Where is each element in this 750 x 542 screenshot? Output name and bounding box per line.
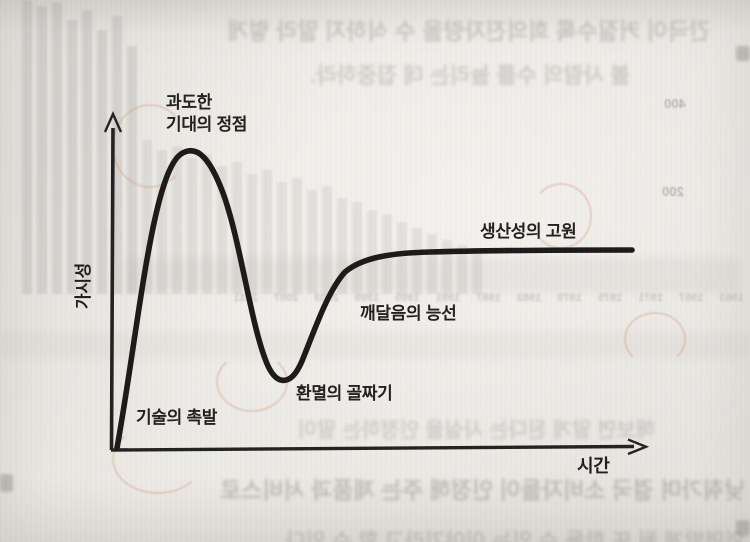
page-edge-mark bbox=[736, 520, 750, 536]
bleedthrough-bar bbox=[22, 0, 32, 294]
bleedthrough-bar bbox=[337, 198, 347, 294]
hype-cycle-curve bbox=[114, 148, 635, 451]
bleedthrough-bar bbox=[457, 245, 467, 294]
y-axis bbox=[109, 127, 115, 451]
bleedthrough-bar bbox=[217, 166, 227, 294]
bleedthrough-bar bbox=[112, 16, 122, 294]
bleedthrough-bar bbox=[292, 178, 302, 294]
bleedthrough-bar bbox=[37, 6, 47, 294]
bleedthrough-bar bbox=[82, 10, 92, 294]
bleedthrough-bar bbox=[202, 154, 212, 294]
y-axis-arrowhead-icon bbox=[103, 111, 123, 133]
bleedthrough-bar bbox=[397, 222, 407, 294]
bleedthrough-bar bbox=[127, 46, 137, 294]
bleedthrough-bar bbox=[187, 158, 197, 294]
bleedthrough-bar bbox=[247, 174, 257, 294]
x-axis bbox=[110, 444, 635, 452]
bleedthrough-bar bbox=[427, 234, 437, 294]
bleedthrough-bar bbox=[352, 202, 362, 294]
bleedthrough-bar bbox=[52, 2, 62, 294]
label-peak-of-expectations: 과도한 기대의 정점 bbox=[166, 92, 247, 136]
bleedthrough-bar bbox=[442, 240, 452, 294]
bleedthrough-bar bbox=[322, 186, 332, 294]
label-technology-trigger: 기술의 촉발 bbox=[136, 408, 218, 427]
bleedthrough-bar bbox=[142, 140, 152, 294]
x-axis-arrowhead-icon bbox=[627, 438, 650, 456]
bleedthrough-bar bbox=[277, 182, 287, 294]
page-edge-mark bbox=[736, 46, 750, 61]
label-slope-of-enlightenment: 깨달음의 능선 bbox=[360, 304, 457, 323]
label-trough-of-disillusionment: 환멸의 골짜기 bbox=[296, 384, 393, 403]
y-axis-title: 가시성 bbox=[74, 262, 93, 310]
bleedthrough-bar bbox=[262, 170, 272, 294]
bleedthrough-bar bbox=[412, 228, 422, 294]
page-edge-mark bbox=[0, 474, 13, 492]
bleedthrough-bar bbox=[367, 210, 377, 294]
bleedthrough-bar bbox=[67, 20, 77, 294]
bleedthrough-bar bbox=[172, 146, 182, 294]
label-plateau-of-productivity: 생산성의 고원 bbox=[480, 222, 577, 241]
bleedthrough-bar bbox=[157, 150, 167, 294]
bleedthrough-bar bbox=[472, 249, 482, 294]
bleedthrough-bar bbox=[97, 30, 107, 294]
bleedthrough-bar bbox=[307, 190, 317, 294]
bleedthrough-bar bbox=[232, 162, 242, 294]
x-axis-title: 시간 bbox=[577, 456, 610, 476]
label-peak-line2: 기대의 정점 bbox=[166, 115, 248, 134]
label-peak-line1: 과도한 bbox=[166, 93, 213, 112]
